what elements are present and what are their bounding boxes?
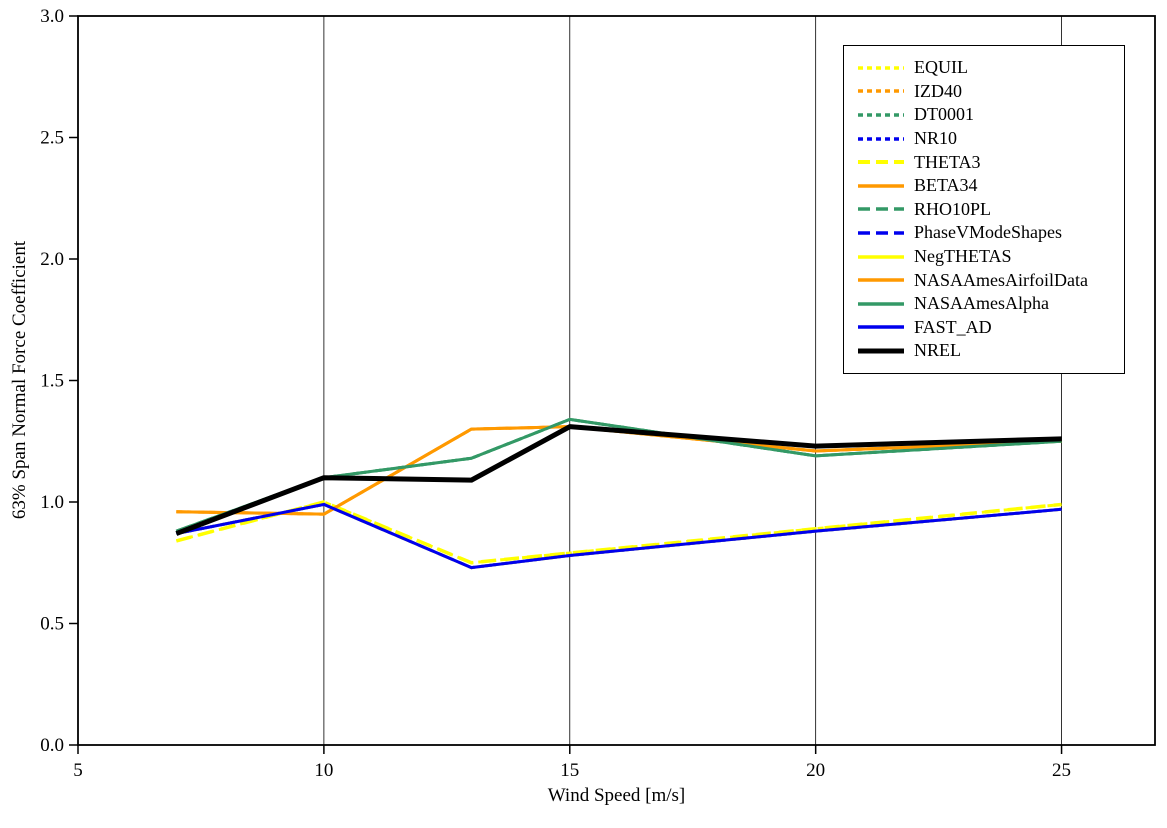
legend-line-sample	[858, 295, 904, 313]
legend-label: NegTHETAS	[914, 246, 1012, 267]
legend-item: NegTHETAS	[858, 245, 1116, 269]
legend-line-sample	[858, 59, 904, 77]
legend-line-sample	[858, 82, 904, 100]
legend-label: THETA3	[914, 151, 981, 172]
y-tick-label: 1.0	[40, 492, 64, 513]
series-line-NASAAmesAirfoilData	[176, 425, 1062, 516]
series-line-IZD40	[176, 425, 1062, 516]
legend-label: RHO10PL	[914, 198, 992, 219]
x-axis-title: Wind Speed [m/s]	[547, 785, 686, 806]
legend-label: NREL	[914, 340, 961, 361]
legend-line-sample	[858, 271, 904, 289]
legend-item: BETA34	[858, 174, 1116, 198]
legend-label: EQUIL	[914, 57, 968, 78]
legend-label: IZD40	[914, 80, 962, 101]
legend-label: PhaseVModeShapes	[914, 222, 1062, 243]
y-tick-label: 2.5	[40, 128, 64, 149]
series-line-NREL	[175, 424, 1062, 536]
x-tick-label: 25	[1052, 760, 1071, 781]
legend-item: IZD40	[858, 80, 1116, 104]
x-tick-label: 5	[73, 760, 83, 781]
legend-line-sample	[858, 224, 904, 242]
legend-label: NASAAmesAlpha	[914, 293, 1049, 314]
y-tick-label: 2.0	[40, 249, 64, 270]
series-line-BETA34	[176, 425, 1062, 516]
y-tick-label: 3.0	[40, 6, 64, 27]
legend-item: THETA3	[858, 150, 1116, 174]
x-tick-label: 20	[806, 760, 825, 781]
legend-item: EQUIL	[858, 56, 1116, 80]
y-tick-label: 0.5	[40, 614, 64, 635]
legend-item: NREL	[858, 339, 1116, 363]
y-tick-label: 0.0	[40, 735, 64, 756]
legend-line-sample	[858, 200, 904, 218]
legend-item: PhaseVModeShapes	[858, 221, 1116, 245]
legend-label: NR10	[914, 128, 958, 149]
legend-line-sample	[858, 177, 904, 195]
series-line-THETA3	[175, 500, 1062, 565]
legend-item: DT0001	[858, 103, 1116, 127]
series-line-EQUIL	[175, 500, 1062, 565]
legend-label: FAST_AD	[914, 316, 992, 337]
x-tick-label: 10	[314, 760, 333, 781]
legend-item: NR10	[858, 127, 1116, 151]
legend-line-sample	[858, 248, 904, 266]
x-tick-label: 15	[560, 760, 579, 781]
legend-line-sample	[858, 342, 904, 360]
legend: EQUIL IZD40 DT0001 NR10 THETA3 BETA34 RHO10PL P…	[843, 45, 1125, 374]
legend-item: FAST_AD	[858, 316, 1116, 340]
legend-label: NASAAmesAirfoilData	[914, 269, 1088, 290]
legend-line-sample	[858, 130, 904, 148]
legend-line-sample	[858, 106, 904, 124]
legend-item: RHO10PL	[858, 198, 1116, 222]
y-tick-label: 1.5	[40, 371, 64, 392]
legend-line-sample	[858, 318, 904, 336]
legend-label: BETA34	[914, 175, 978, 196]
legend-item: NASAAmesAlpha	[858, 292, 1116, 316]
legend-label: DT0001	[914, 104, 974, 125]
series-line-FAST_AD	[176, 502, 1062, 570]
legend-item: NASAAmesAirfoilData	[858, 268, 1116, 292]
y-axis-title: 63% Span Normal Force Coefficient	[9, 240, 30, 520]
legend-line-sample	[858, 153, 904, 171]
